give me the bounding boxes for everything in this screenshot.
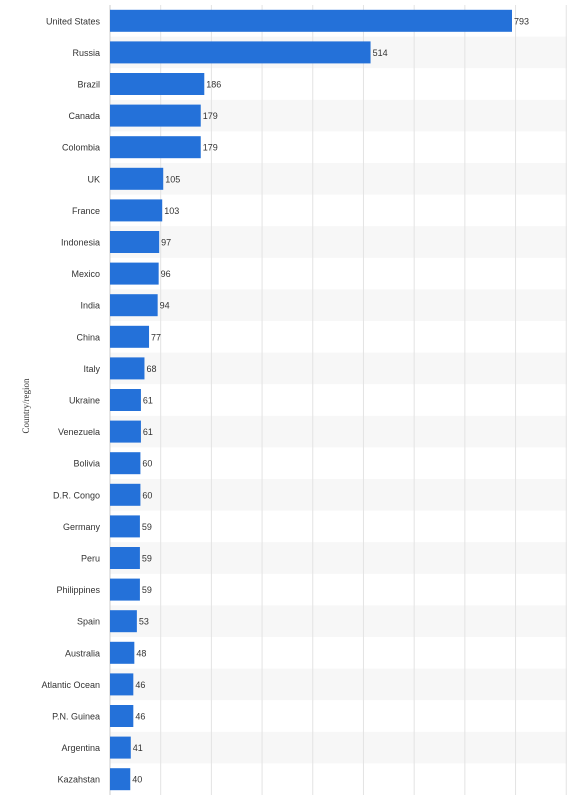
bar	[110, 357, 145, 380]
bars	[110, 9, 512, 791]
row-bands	[110, 36, 567, 764]
category-label: Indonesia	[61, 238, 100, 248]
row-band	[110, 731, 567, 764]
value-label: 97	[161, 238, 171, 248]
row-band	[110, 289, 567, 321]
row-band	[110, 542, 567, 574]
value-label: 59	[142, 585, 152, 595]
category-label: D.R. Congo	[53, 490, 100, 500]
bar	[110, 389, 141, 411]
bar	[110, 231, 160, 253]
row-band	[110, 605, 567, 637]
bar	[110, 768, 131, 791]
category-label: Peru	[81, 554, 100, 564]
value-label: 46	[135, 680, 145, 690]
category-label: Philippines	[56, 585, 100, 595]
bar	[110, 452, 141, 475]
row-band	[110, 415, 567, 448]
bar	[110, 515, 140, 538]
row-band	[110, 479, 567, 511]
category-label: United States	[46, 16, 101, 26]
value-label: 77	[151, 332, 161, 342]
row-band	[110, 226, 567, 258]
bar	[110, 641, 135, 664]
category-label: Colombia	[62, 143, 100, 153]
value-label: 59	[142, 554, 152, 564]
value-label: 96	[161, 269, 171, 279]
category-label: Venezuela	[58, 427, 100, 437]
value-label: 94	[160, 301, 170, 311]
bar	[110, 420, 141, 443]
category-labels: United States Russia Brazil Canada Colombia U…	[41, 16, 100, 784]
category-label: Argentina	[61, 743, 100, 753]
bar	[110, 705, 134, 727]
bar	[110, 325, 150, 348]
value-label: 105	[165, 174, 180, 184]
value-label: 59	[142, 522, 152, 532]
category-label: Mexico	[71, 269, 100, 279]
bar	[110, 167, 164, 190]
bar	[110, 199, 163, 222]
bar	[110, 610, 137, 633]
y-axis-title: Country/region	[21, 378, 31, 434]
bar	[110, 294, 158, 317]
value-label: 48	[136, 648, 146, 658]
value-label: 60	[142, 490, 152, 500]
category-label: Atlantic Ocean	[41, 680, 100, 690]
bar	[110, 262, 159, 285]
category-label: Brazil	[77, 80, 100, 90]
bar	[110, 73, 205, 95]
category-label: Spain	[77, 617, 100, 627]
category-label: Australia	[65, 648, 100, 658]
row-band	[110, 668, 567, 701]
category-label: Canada	[68, 111, 100, 121]
bar	[110, 136, 201, 159]
category-label: Kazahstan	[57, 775, 100, 785]
category-label: Ukraine	[69, 396, 100, 406]
bar	[110, 9, 512, 32]
category-label: China	[76, 332, 100, 342]
category-label: Bolivia	[73, 459, 100, 469]
value-label: 61	[143, 427, 153, 437]
bar	[110, 736, 131, 759]
row-band	[110, 163, 567, 195]
category-label: Germany	[63, 522, 101, 532]
value-label: 514	[373, 48, 388, 58]
category-label: UK	[87, 174, 100, 184]
value-label: 179	[203, 143, 218, 153]
value-label: 68	[146, 364, 156, 374]
value-label: 186	[206, 80, 221, 90]
bar	[110, 483, 141, 506]
bar	[110, 104, 201, 127]
category-label: P.N. Guinea	[52, 712, 100, 722]
value-label: 53	[139, 617, 149, 627]
value-label: 41	[133, 743, 143, 753]
bar	[110, 673, 134, 696]
value-label: 46	[135, 712, 145, 722]
value-label: 61	[143, 396, 153, 406]
category-label: Italy	[83, 364, 100, 374]
value-label: 60	[142, 459, 152, 469]
category-label: India	[80, 301, 100, 311]
value-label: 793	[514, 16, 529, 26]
value-label: 103	[164, 206, 179, 216]
value-labels: 793 514 186 179 179 105 103 97 96 94 77 68 61 61 60 60 5…	[132, 16, 529, 784]
bar	[110, 547, 140, 569]
bar	[110, 41, 371, 64]
category-label: France	[72, 206, 100, 216]
value-label: 179	[203, 111, 218, 121]
row-band	[110, 352, 567, 385]
value-label: 40	[132, 775, 142, 785]
bar	[110, 578, 140, 601]
category-label: Russia	[72, 48, 100, 58]
